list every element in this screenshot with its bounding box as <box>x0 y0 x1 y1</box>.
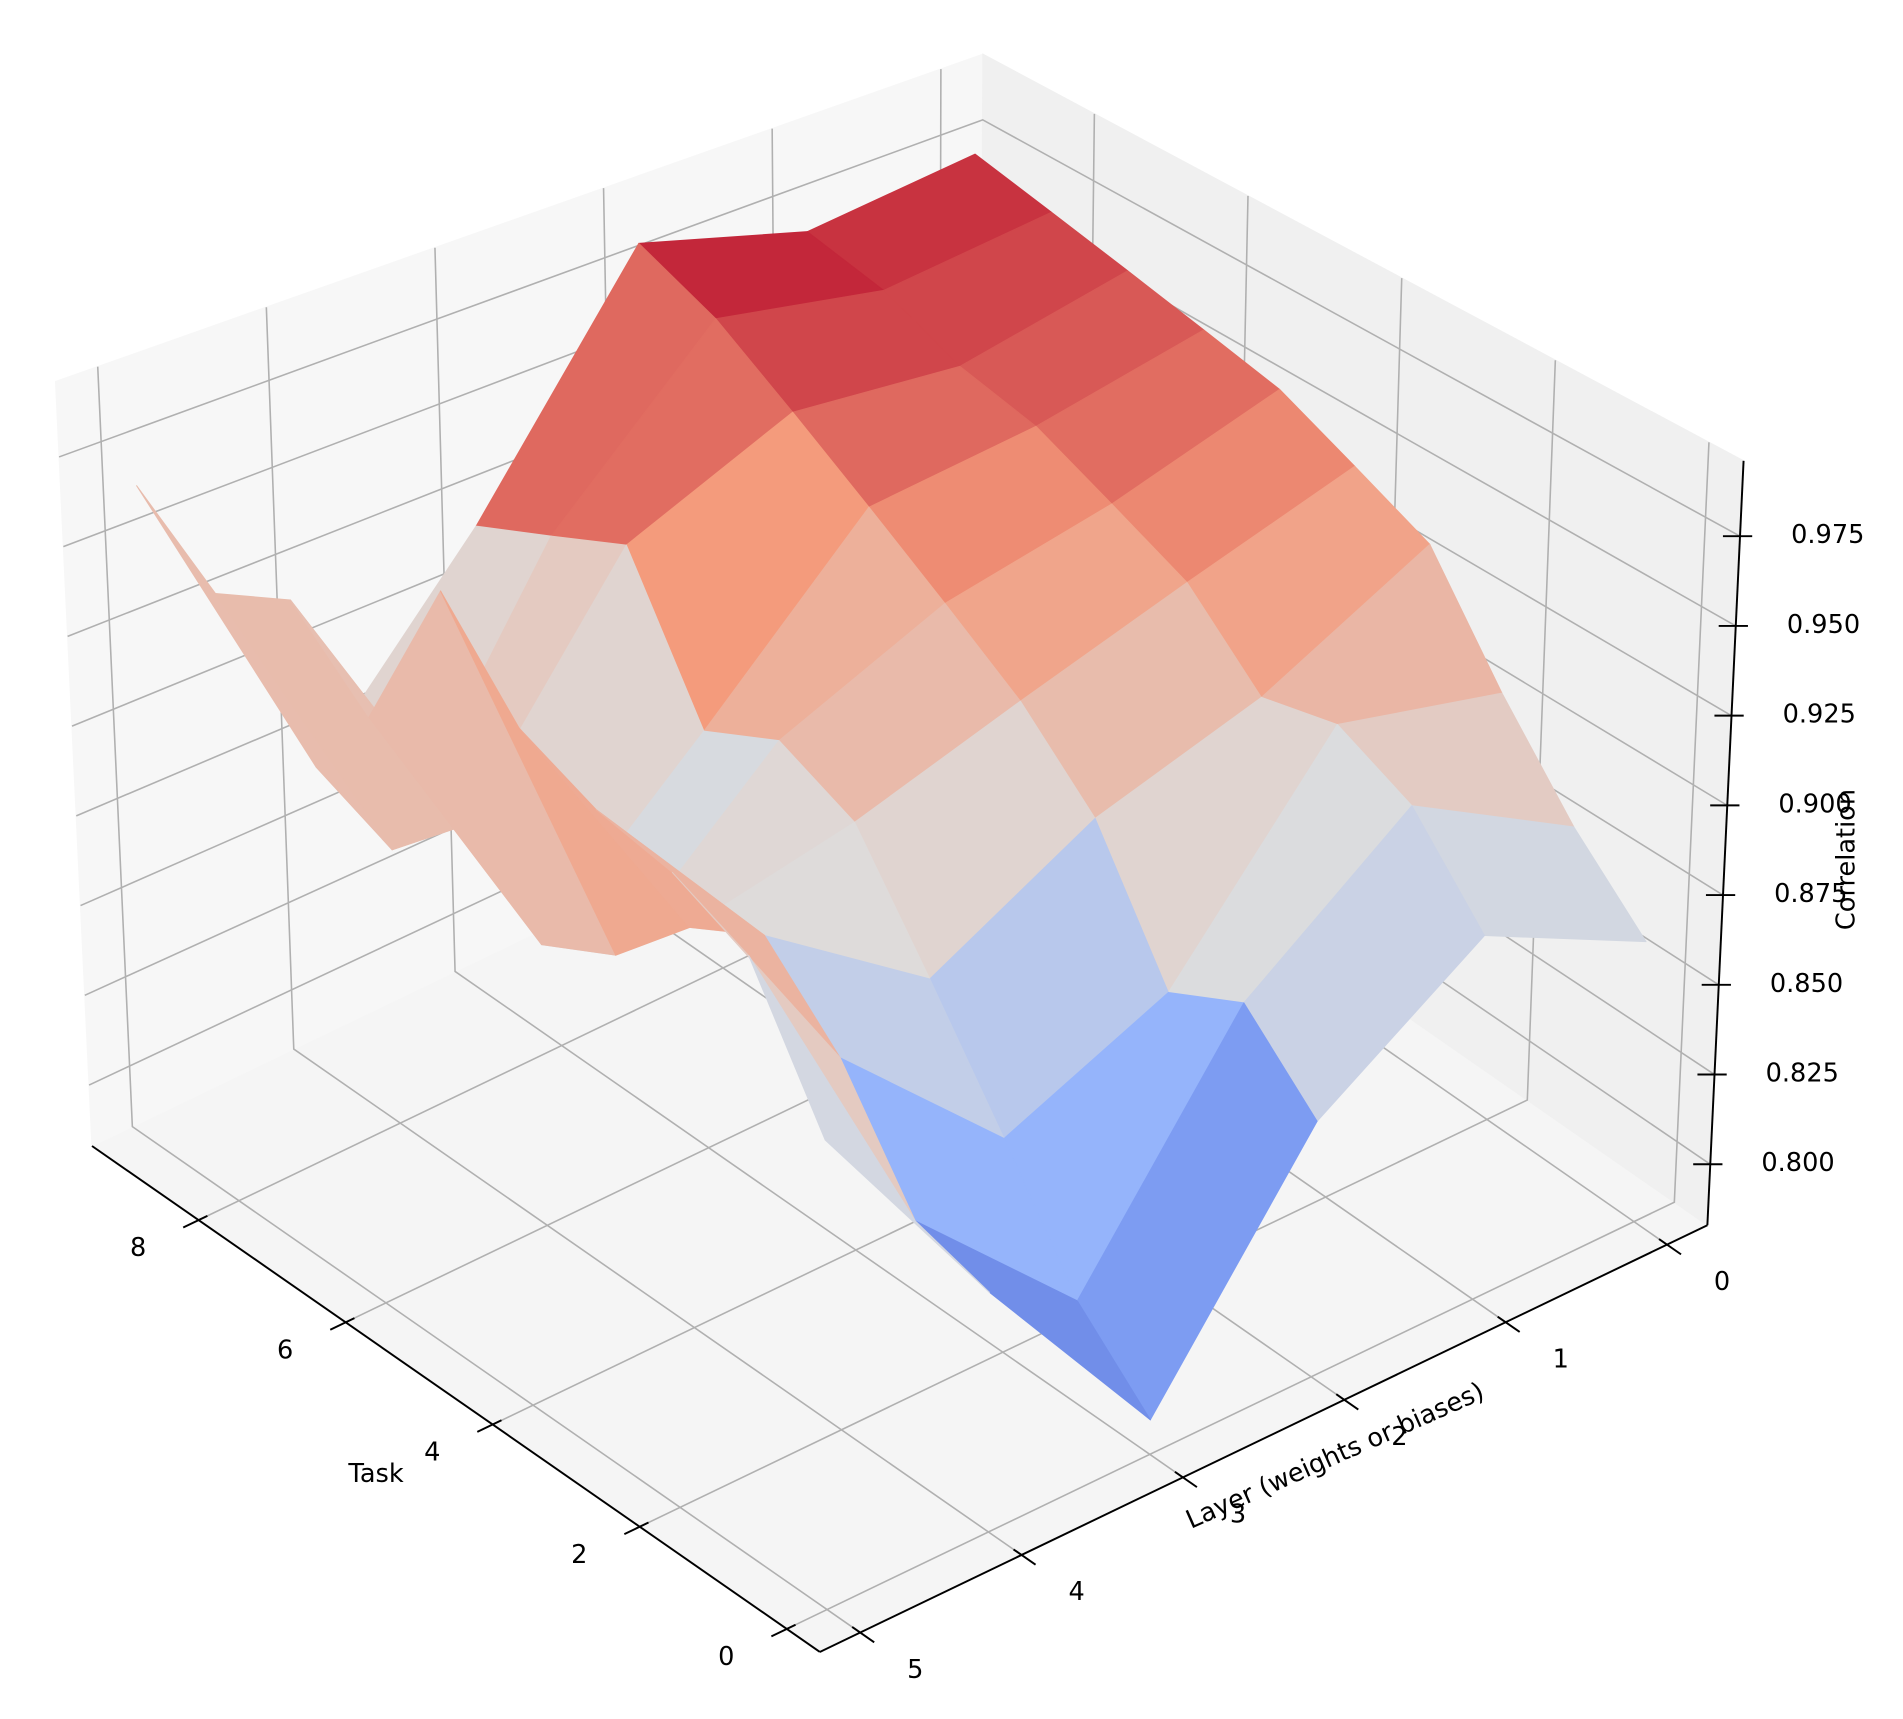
x-tick-label: 6 <box>277 1335 293 1365</box>
x-tick-label: 0 <box>718 1642 734 1672</box>
y-tick <box>1658 1238 1682 1256</box>
y-tick <box>1335 1393 1359 1411</box>
y-tick-label: 5 <box>907 1655 923 1685</box>
z-axis-line <box>1706 460 1745 1226</box>
y-tick <box>851 1626 875 1644</box>
z-axis-label: Correlation <box>1832 789 1862 930</box>
z-tick-label: 0.950 <box>1787 610 1860 640</box>
y-axis-line <box>819 1224 1708 1653</box>
axes: 0 2 4 6 8 0 1 2 3 4 5 0.800 0.825 0.850 0.875 0.900 0.92… <box>91 460 1864 1685</box>
y-tick <box>1012 1548 1037 1566</box>
x-axis-label: Task <box>347 1459 403 1489</box>
surface <box>136 153 1647 1421</box>
z-tick-label: 0.900 <box>1778 789 1851 819</box>
surface-face <box>748 955 991 1293</box>
x-tick <box>623 1521 649 1536</box>
y-tick <box>1174 1471 1198 1488</box>
z-tick-label: 0.850 <box>1770 969 1843 999</box>
grid-line <box>58 118 1741 537</box>
x-axis-line <box>91 1145 821 1653</box>
z-tick-label: 0.975 <box>1791 520 1864 550</box>
z-tick-label: 0.925 <box>1783 700 1856 730</box>
x-tick <box>770 1623 796 1638</box>
y-tick-label: 4 <box>1068 1577 1084 1607</box>
x-tick-label: 2 <box>571 1540 587 1570</box>
y-tick-label: 1 <box>1553 1344 1569 1374</box>
x-tick-label: 4 <box>424 1438 440 1468</box>
x-tick <box>476 1419 502 1433</box>
x-tick-label: 8 <box>130 1233 146 1263</box>
x-tick <box>329 1317 355 1331</box>
y-tick-label: 3 <box>1230 1500 1246 1530</box>
y-tick <box>1497 1315 1521 1333</box>
z-tick-label: 0.825 <box>1766 1059 1839 1089</box>
z-tick-label: 0.800 <box>1761 1148 1834 1178</box>
z-tick-label: 0.875 <box>1774 879 1847 909</box>
y-tick-label: 0 <box>1714 1267 1730 1297</box>
y-tick-label: 2 <box>1391 1422 1407 1452</box>
x-tick <box>182 1214 208 1229</box>
